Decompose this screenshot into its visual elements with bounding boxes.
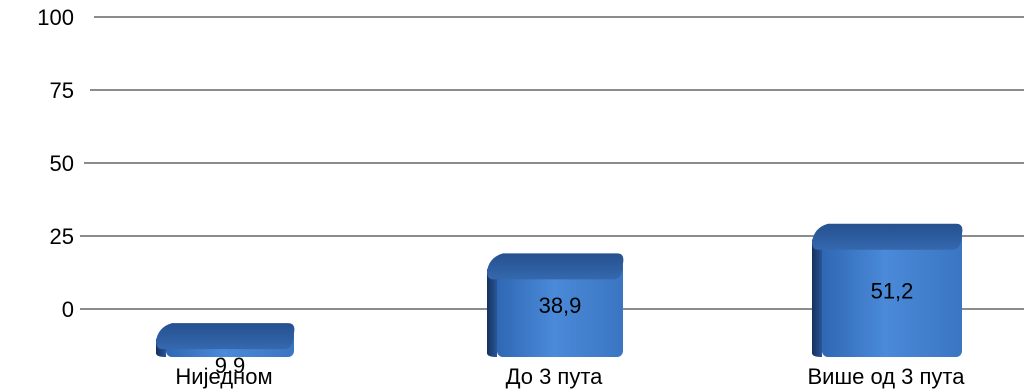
y-tick-label: 100 — [37, 5, 74, 30]
category-label: До 3 пута — [506, 364, 604, 389]
bar-top — [487, 253, 624, 280]
y-tick-label: 25 — [50, 224, 74, 249]
bar: 51,2 — [812, 223, 963, 357]
bar-front — [822, 231, 962, 357]
bar-side — [812, 231, 822, 357]
y-tick-label: 0 — [62, 297, 74, 322]
data-label: 51,2 — [871, 278, 914, 303]
bar-front — [497, 261, 623, 357]
bar: 38,9 — [487, 253, 624, 357]
data-label: 38,9 — [539, 293, 582, 318]
bar-side — [487, 261, 497, 357]
y-tick-label: 75 — [50, 78, 74, 103]
category-label: Више од 3 пута — [808, 364, 966, 389]
y-tick-label: 50 — [50, 151, 74, 176]
bar: 9,9 — [156, 323, 295, 378]
category-label: Ниједном — [175, 364, 272, 389]
y-axis: 0 25 50 75 100 — [37, 5, 74, 322]
bar-top — [812, 223, 963, 250]
bars: 9,9 38,9 51,2 — [156, 223, 963, 378]
x-axis: Ниједном До 3 пута Више од 3 пута — [175, 364, 965, 389]
data-label: 9,9 — [215, 353, 246, 378]
bar-top — [156, 323, 295, 350]
